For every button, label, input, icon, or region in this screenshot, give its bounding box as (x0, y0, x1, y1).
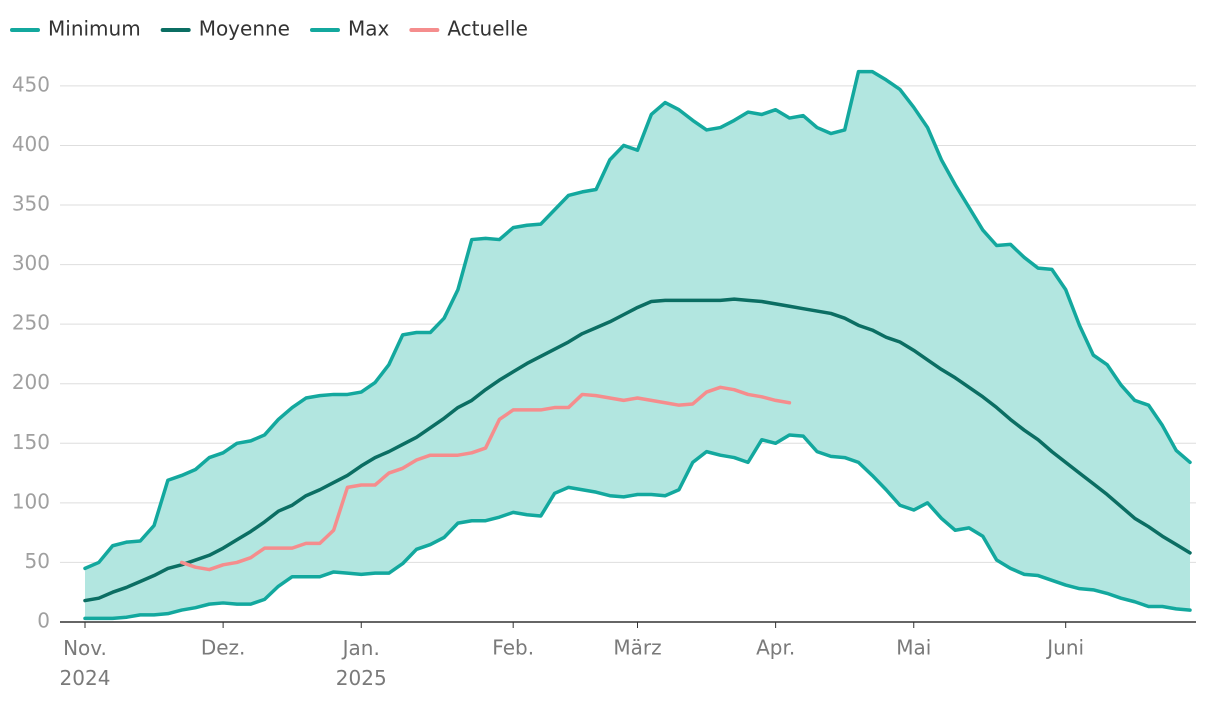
legend-label: Minimum (48, 17, 141, 41)
legend-label: Moyenne (199, 17, 290, 41)
y-tick-label: 0 (37, 609, 50, 633)
y-tick-label: 100 (12, 489, 50, 513)
series-line (179, 385, 792, 572)
x-tick-label: Mai (896, 636, 931, 660)
legend-label: Actuelle (447, 17, 528, 41)
series-line (83, 297, 1192, 603)
series-line (83, 433, 1192, 621)
x-tick-label: Dez. (201, 636, 246, 660)
y-tick-label: 350 (12, 192, 50, 216)
series-line (83, 69, 1192, 571)
x-tick-label: Apr. (756, 636, 795, 660)
x-tick-label: Jan. 2025 (336, 636, 387, 690)
x-tick-label: März (613, 636, 661, 660)
y-tick-label: 400 (12, 132, 50, 156)
y-tick-label: 450 (12, 72, 50, 96)
y-tick-label: 250 (12, 311, 50, 335)
x-tick-label: Nov. 2024 (60, 636, 111, 690)
y-tick-label: 50 (25, 549, 50, 573)
range-band (85, 71, 1190, 619)
y-tick-label: 200 (12, 370, 50, 394)
y-tick-label: 150 (12, 430, 50, 454)
x-tick-label: Juni (1045, 636, 1084, 660)
y-tick-label: 300 (12, 251, 50, 275)
legend-label: Max (348, 17, 390, 41)
x-tick-label: Feb. (492, 636, 534, 660)
